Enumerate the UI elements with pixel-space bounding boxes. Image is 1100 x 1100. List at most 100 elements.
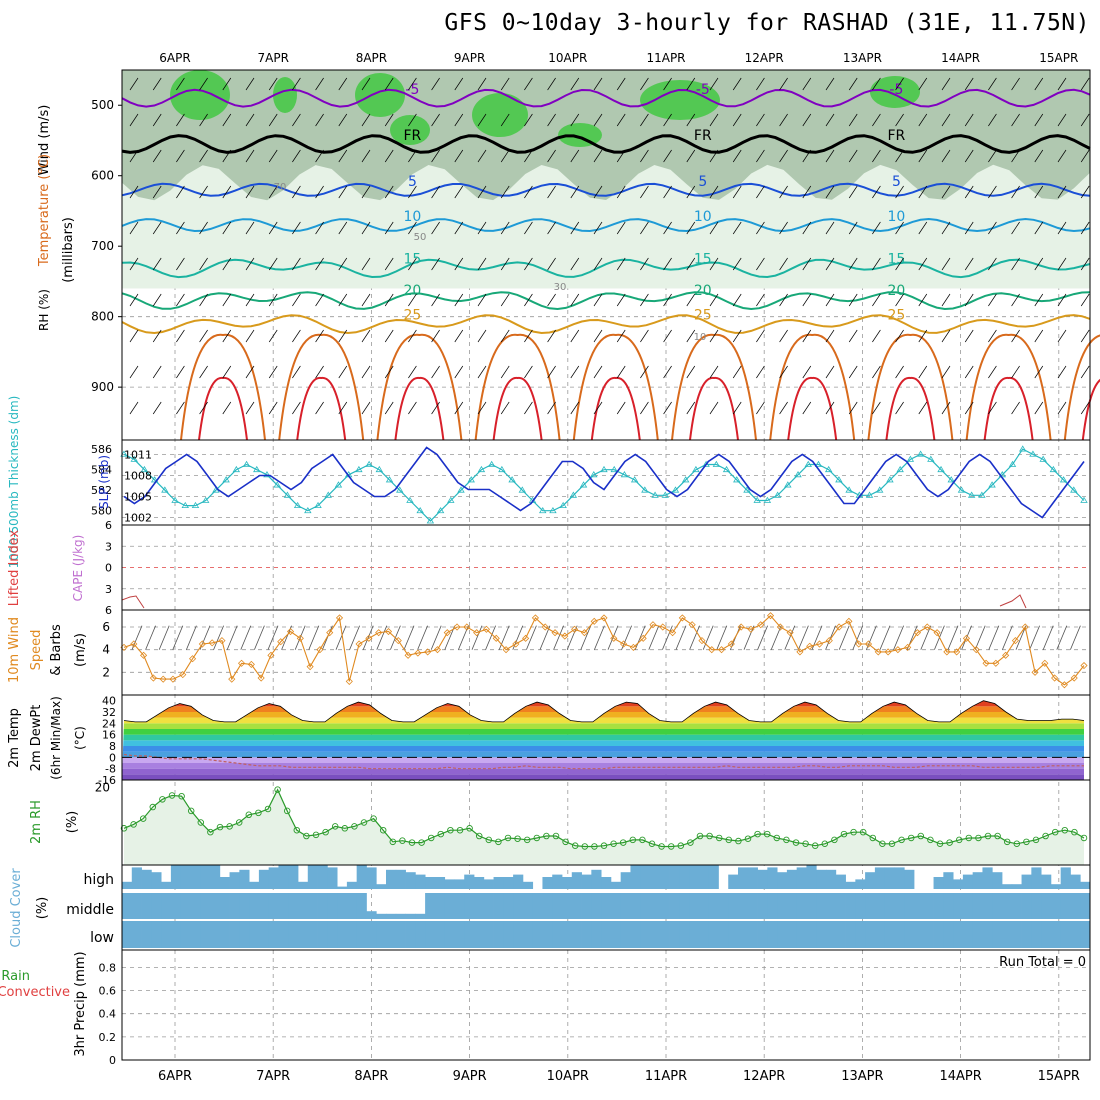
wind-barb [895,365,904,379]
rh2m-marker [197,819,205,826]
rh2m-marker [216,823,224,831]
cloud-bar-low [1002,921,1013,948]
rh2m-marker [264,805,272,813]
cloud-bar-middle [923,893,934,919]
wind-barb [1080,293,1090,307]
ylabel-units: (m/s) [73,633,88,667]
rh-contour-label: 50 [414,232,427,243]
isotherm-label: 20 [887,283,905,299]
cloud-bar-middle [610,893,622,919]
wind-barb [526,625,537,650]
thickness-marker [784,481,792,488]
wind-barb [709,185,719,199]
thickness-marker [671,486,680,493]
thickness-marker [222,476,230,483]
cloud-bar-middle [747,893,758,919]
wind-speed-marker [218,637,226,645]
rh-contour-label: 30 [554,282,567,293]
wind-barb [240,625,252,650]
thickness-marker [396,486,404,493]
wind-barb [1057,365,1067,379]
wind-barb [895,401,904,415]
wind-barb [570,257,580,271]
wind-barb [872,185,881,199]
wind-barb [500,401,510,415]
wind-speed-marker [757,621,765,629]
rh-fill-high [640,80,720,120]
cloud-bar-low [904,921,915,948]
cloud-bar-high [708,865,719,889]
cloud-bar-middle [434,893,446,919]
wind-barb [941,365,951,379]
cloud-bar-low [806,921,817,948]
label-layer: 6APR 7APR 8APR 9APR 10APR 11APR 12APR 13APR 14AP… [158,51,1080,1084]
wind-barb [1011,149,1020,163]
ytick-label: 800 [91,310,114,324]
wind-barb [640,365,649,379]
wind-barb [621,625,632,650]
wind-barb [866,625,877,650]
wind-barb [152,365,162,379]
wind-barb [408,329,417,343]
wind-speed-marker [1002,651,1010,659]
wind-barb [512,625,524,650]
wind-barb [384,365,394,379]
thickness-marker [334,481,343,488]
rh2m-marker [207,828,214,836]
cloud-bar-middle [122,893,133,919]
wind-barb [176,401,185,415]
cloud-bar-high [249,881,260,889]
wind-barb [384,113,394,127]
wind-speed-marker [267,651,275,659]
wind-barb [524,113,533,127]
wind-speed-marker [286,627,295,636]
wind-barb [663,185,672,199]
thickness-marker [692,465,700,473]
cloud-bar-low [356,921,367,948]
ytick-label: 32 [102,706,116,719]
wind-barb [570,77,580,91]
ytick-label: 0 [109,1054,116,1067]
wind-barb [477,293,487,307]
isotherm-line [121,314,1091,335]
xtick-top-label: 13APR [843,51,882,65]
cloud-bar-middle [777,893,788,919]
wind-barb [802,149,812,163]
thickness-marker [773,491,782,498]
ylabel-minmax: (6hr Min/Max) [49,696,63,780]
xtick-bottom-label: 10APR [547,1069,589,1084]
wind-barb [145,625,156,650]
wind-barb [176,365,185,379]
thickness-marker [375,465,384,473]
wind-speed-marker [580,629,588,637]
wind-barb [686,401,696,415]
wind-barb [403,625,415,650]
rh2m-marker [274,786,281,793]
rh2m-marker [859,828,867,836]
isotherm-35-arc [1081,378,1100,441]
wind-barb [1057,257,1067,271]
cloud-bar-low [992,921,1003,948]
wind-speed-marker [708,646,716,654]
wind-speed-marker [522,634,530,642]
cloud-bar-high [953,879,964,889]
wind-speed-marker [639,634,647,642]
cloud-bar-high [327,867,338,889]
thickness-marker [794,471,802,478]
xtick-top-label: 12APR [745,51,784,65]
wind-barb [756,329,765,343]
cloud-bar-middle [904,893,915,919]
thickness-marker [457,486,465,493]
cloud-bar-middle [493,893,504,919]
wind-barb [199,293,208,307]
wind-barb [709,293,719,307]
cloud-bar-high [151,872,162,889]
wind-speed-marker [130,640,138,648]
wind-barb [1034,401,1044,415]
rh2m-marker [437,830,445,838]
cloud-bar-middle [581,893,592,919]
wind-speed-marker [571,625,579,633]
cloud-bar-high [170,865,182,889]
cloud-bar-high [542,877,553,889]
wind-barb [361,401,371,415]
